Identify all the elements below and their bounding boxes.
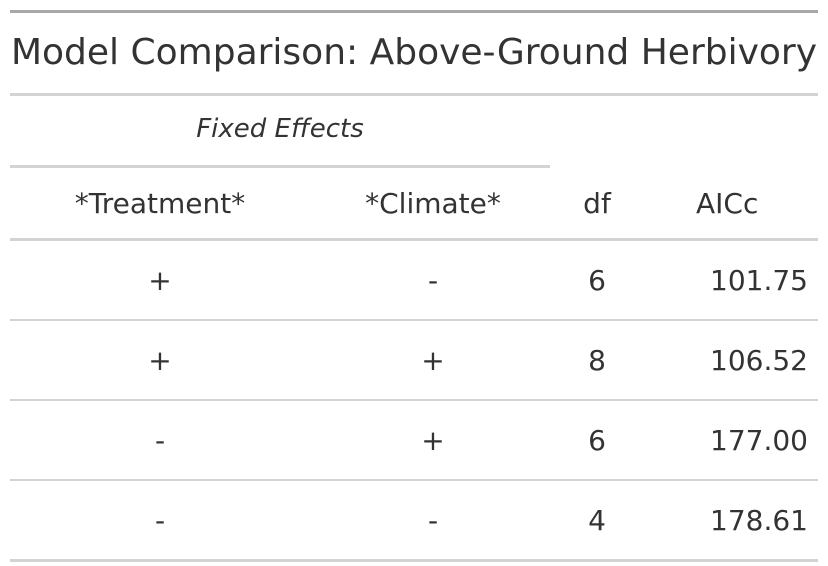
header-df: df bbox=[583, 186, 611, 220]
cell-treatment: + bbox=[148, 263, 172, 297]
title-rule bbox=[10, 93, 818, 96]
header-aicc: AICc bbox=[696, 186, 759, 220]
table-row: - + 6 177.00 bbox=[10, 401, 818, 481]
table-row: + + 8 106.52 bbox=[10, 321, 818, 401]
header-climate: *Climate* bbox=[365, 186, 501, 220]
cell-aicc: 177.00 bbox=[710, 423, 808, 457]
spanner-underline bbox=[10, 165, 550, 168]
cell-df: 6 bbox=[588, 263, 606, 297]
table-row: + - 6 101.75 bbox=[10, 241, 818, 321]
cell-treatment: - bbox=[154, 423, 166, 457]
cell-climate: + bbox=[421, 423, 445, 457]
cell-climate: - bbox=[427, 263, 439, 297]
table-title: Model Comparison: Above-Ground Herbivory bbox=[10, 32, 818, 73]
cell-df: 6 bbox=[588, 423, 606, 457]
cell-aicc: 178.61 bbox=[710, 503, 808, 537]
cell-aicc: 101.75 bbox=[710, 263, 808, 297]
cell-df: 8 bbox=[588, 343, 606, 377]
spanner-label: Fixed Effects bbox=[196, 114, 364, 144]
cell-treatment: + bbox=[148, 343, 172, 377]
table-top-rule bbox=[10, 10, 818, 13]
header-treatment: *Treatment* bbox=[74, 186, 246, 220]
column-header-row: *Treatment* *Climate* df AICc bbox=[10, 168, 818, 241]
cell-df: 4 bbox=[588, 503, 606, 537]
cell-climate: + bbox=[421, 343, 445, 377]
table-row: - - 4 178.61 bbox=[10, 481, 818, 562]
column-spanner: Fixed Effects bbox=[10, 96, 550, 168]
cell-aicc: 106.52 bbox=[710, 343, 808, 377]
cell-treatment: - bbox=[154, 503, 166, 537]
model-comparison-table: Model Comparison: Above-Ground Herbivory… bbox=[10, 10, 818, 562]
cell-climate: - bbox=[427, 503, 439, 537]
spanner-row: Fixed Effects bbox=[10, 96, 818, 168]
